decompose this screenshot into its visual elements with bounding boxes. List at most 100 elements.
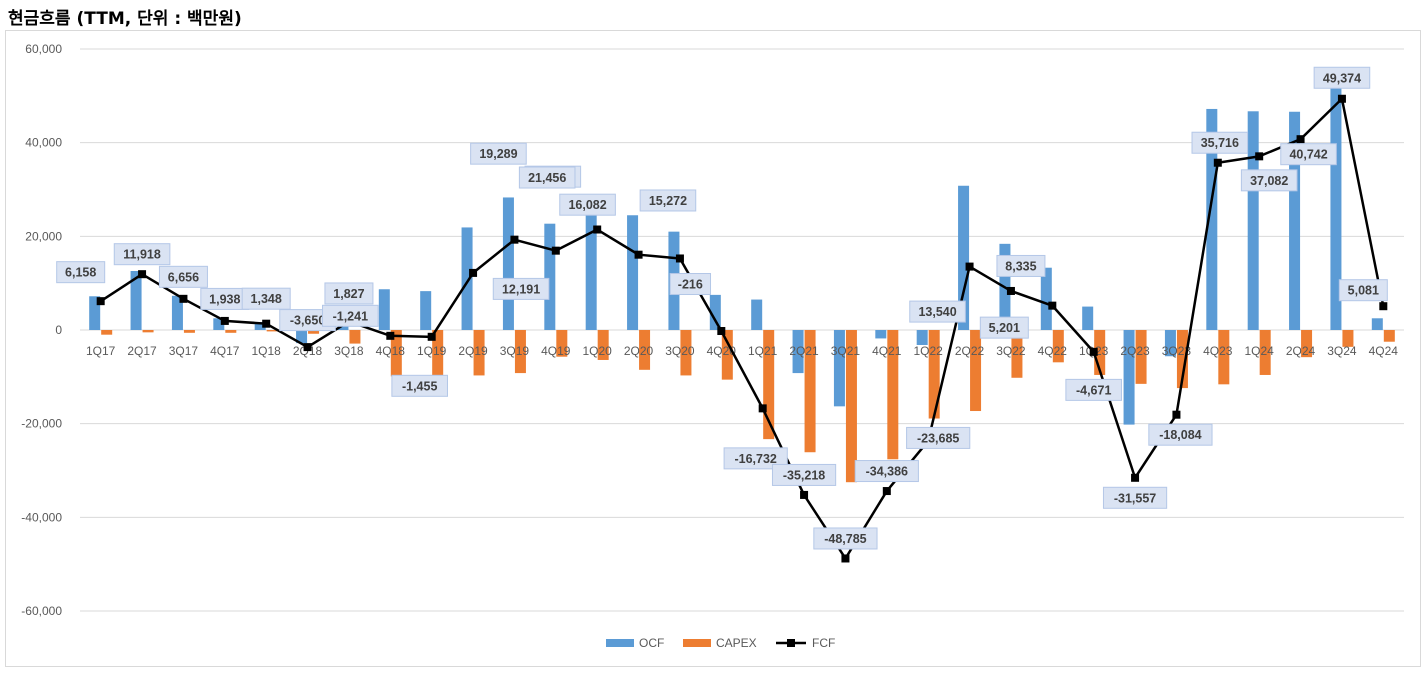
fcf-data-label: -35,218 [783,468,825,482]
fcf-data-label: 5,081 [1348,284,1379,298]
y-tick-label: -20,000 [21,417,62,431]
fcf-marker [386,331,395,340]
fcf-data-label: 16,082 [568,198,606,212]
ocf-bar [627,215,639,330]
fcf-marker [841,554,850,563]
fcf-marker [138,270,147,279]
fcf-data-label: 6,158 [65,266,96,280]
fcf-data-label-box [771,463,837,486]
chart-title: 현금흐름 (TTM, 단위 : 백만원) [8,9,242,29]
fcf-marker [469,268,478,277]
legend-ocf-swatch [606,639,634,647]
capex-bar [804,330,816,453]
fcf-data-label: -23,685 [917,431,959,445]
fcf-data-label: 49,374 [1323,71,1361,85]
ocf-bar [1289,111,1301,330]
fcf-data-label-box [322,304,379,327]
x-tick-label: 3Q17 [169,344,199,358]
capex-bar [349,330,361,344]
fcf-data-label: -18,084 [1159,428,1201,442]
ocf-bar [751,299,763,330]
fcf-marker [303,343,312,352]
fcf-data-label-box [979,316,1029,339]
y-tick-label: 40,000 [25,136,62,150]
capex-bar [225,330,237,333]
capex-bar [1052,330,1064,363]
fcf-data-label-box [324,282,374,305]
fcf-data-label: -48,785 [824,532,866,546]
fcf-marker [1255,152,1264,161]
capex-bar [266,330,278,332]
fcf-data-label: 15,272 [649,194,687,208]
capex-bar [1342,330,1354,347]
capex-bar [432,330,444,376]
fcf-data-label-box [1102,486,1168,509]
fcf-data-label: 8,335 [1005,259,1036,273]
ocf-bar [461,227,473,330]
fcf-data-label-box [669,273,712,296]
capex-bar [970,330,982,412]
fcf-marker [675,254,684,263]
fcf-data-label: 1,938 [209,292,240,306]
x-tick-label: 4Q17 [210,344,240,358]
legend-label: CAPEX [716,636,757,650]
capex-bar [887,330,899,460]
capex-bar [1259,330,1271,375]
x-tick-label: 3Q22 [996,344,1026,358]
x-tick-label: 3Q18 [334,344,364,358]
fcf-data-label-box [241,287,291,310]
ocf-bar [1330,86,1342,330]
capex-bar [845,330,857,483]
fcf-data-label-box [909,300,966,323]
ocf-bar [875,330,887,339]
fcf-data-label: -1,241 [333,309,368,323]
fcf-data-label-box [723,447,788,470]
ocf-bar [1123,330,1135,425]
fcf-marker [634,250,643,259]
fcf-data-label: 1,827 [333,287,364,301]
x-tick-label: 1Q19 [417,344,447,358]
fcf-marker [593,225,602,234]
x-tick-label: 3Q23 [1162,344,1192,358]
ocf-bar [833,330,845,407]
x-tick-label: 2Q20 [624,344,654,358]
fcf-data-label: -16,732 [734,452,776,466]
x-tick-label: 3Q24 [1327,344,1357,358]
capex-bar [680,330,692,376]
ocf-bar [544,223,556,330]
fcf-data-label: 6,656 [168,270,199,284]
ocf-bar [171,295,183,330]
fcf-data-label-box [1148,423,1213,446]
fcf-data-label-box [559,193,616,216]
fcf-marker [717,327,726,336]
ocf-bar [916,330,928,345]
ocf-bar [1247,111,1259,330]
fcf-data-label-box [518,166,576,189]
x-tick-label: 1Q20 [583,344,613,358]
fcf-marker [427,332,436,341]
fcf-data-label: 13,540 [918,305,956,319]
fcf-data-label-box [56,261,106,284]
fcf-data-label-box [158,265,208,288]
fcf-data-label-box [996,254,1046,277]
capex-bar [142,330,154,333]
x-tick-label: 4Q23 [1203,344,1233,358]
fcf-marker [965,262,974,271]
capex-bar [1383,330,1395,342]
y-tick-label: 0 [55,323,62,337]
capex-bar [514,330,526,374]
fcf-data-label-box [470,142,527,165]
ocf-bar [89,296,101,330]
capex-bar [308,330,320,334]
fcf-marker [220,316,229,325]
capex-bar [1218,330,1230,385]
legend-label: FCF [812,636,835,650]
legend-label: OCF [639,636,664,650]
fcf-data-label-box [906,426,971,449]
fcf-data-label-box [1065,378,1122,401]
ocf-bar [213,318,225,330]
capex-bar [1176,330,1188,389]
fcf-marker [1337,94,1346,103]
ocf-bar [1040,267,1052,330]
